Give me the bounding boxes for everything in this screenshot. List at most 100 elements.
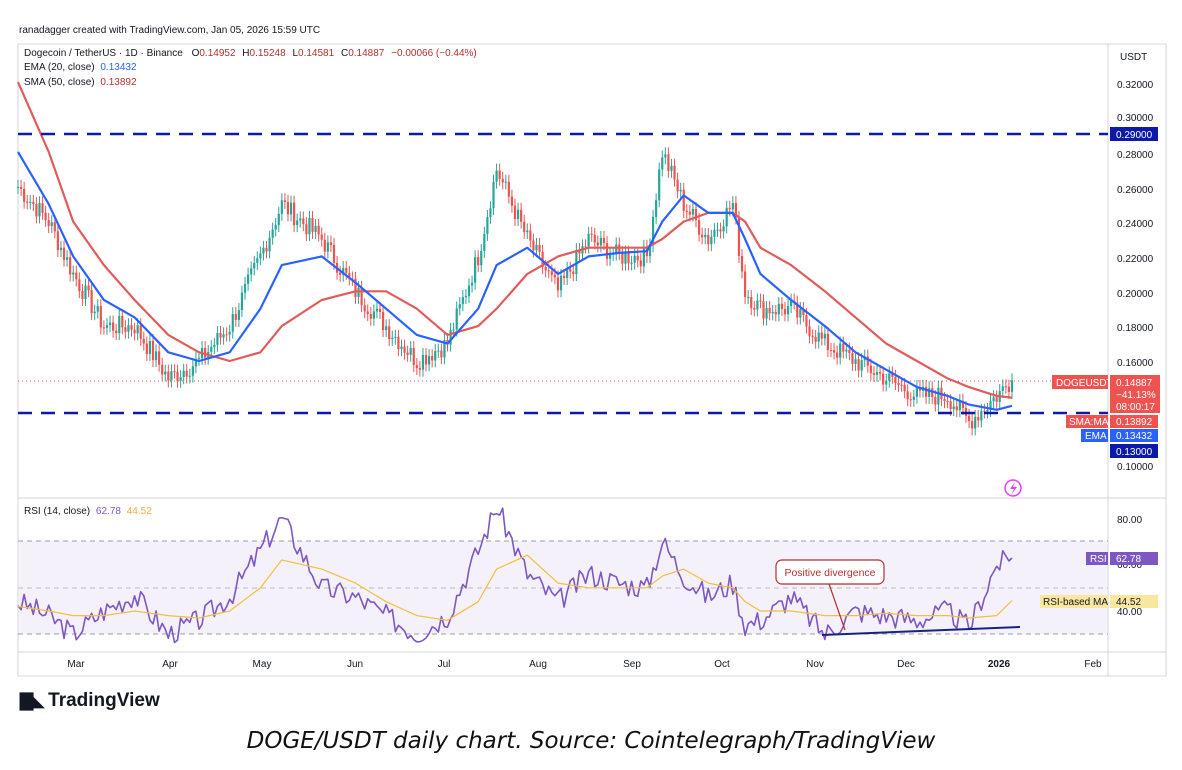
candle-body[interactable] [339, 272, 342, 275]
candle-body[interactable] [47, 219, 50, 227]
candle-body[interactable] [268, 237, 271, 252]
candle-body[interactable] [817, 332, 820, 342]
candle-body[interactable] [630, 262, 633, 264]
candle-body[interactable] [949, 401, 952, 409]
candle-body[interactable] [750, 297, 753, 309]
candle-body[interactable] [259, 253, 262, 259]
candle-body[interactable] [115, 330, 118, 334]
candle-body[interactable] [461, 297, 464, 305]
candle-body[interactable] [556, 277, 560, 291]
candle-body[interactable] [655, 200, 658, 217]
candle-body[interactable] [520, 209, 523, 222]
candle-body[interactable] [673, 165, 676, 180]
candle-body[interactable] [559, 275, 563, 291]
candle-body[interactable] [783, 308, 787, 315]
candle-body[interactable] [489, 208, 492, 217]
candle-body[interactable] [624, 252, 627, 264]
candle-body[interactable] [99, 306, 102, 328]
candle-body[interactable] [240, 292, 244, 311]
candle-body[interactable] [118, 315, 121, 334]
candle-body[interactable] [311, 218, 314, 232]
candle-body[interactable] [332, 244, 336, 263]
candle-body[interactable] [523, 221, 526, 233]
candle-body[interactable] [102, 327, 106, 329]
candle-body[interactable] [894, 376, 897, 384]
candle-body[interactable] [87, 285, 90, 291]
candle-body[interactable] [495, 170, 498, 182]
candle-body[interactable] [931, 388, 934, 398]
candle-body[interactable] [480, 250, 483, 266]
candle-body[interactable] [262, 247, 265, 254]
candle-body[interactable] [194, 358, 198, 367]
candle-body[interactable] [1010, 380, 1014, 393]
candle-body[interactable] [158, 351, 161, 365]
candle-body[interactable] [449, 329, 452, 345]
candle-body[interactable] [937, 387, 940, 405]
candle-body[interactable] [492, 181, 495, 209]
candle-body[interactable] [639, 260, 642, 267]
candle-body[interactable] [366, 311, 369, 314]
candle-body[interactable] [710, 236, 713, 245]
candle-body[interactable] [409, 347, 412, 355]
candle-body[interactable] [633, 255, 636, 263]
candle-body[interactable] [62, 247, 66, 260]
candle-body[interactable] [621, 253, 624, 264]
candle-body[interactable] [734, 203, 737, 218]
candle-body[interactable] [320, 234, 323, 240]
candle-body[interactable] [1004, 386, 1007, 388]
candle-body[interactable] [694, 208, 698, 221]
candle-body[interactable] [526, 230, 529, 233]
candle-body[interactable] [946, 401, 949, 403]
candle-body[interactable] [532, 240, 535, 251]
candle-body[interactable] [360, 287, 363, 306]
candle-body[interactable] [69, 257, 72, 275]
candle-body[interactable] [302, 218, 305, 225]
candle-body[interactable] [786, 306, 790, 315]
candle-body[interactable] [609, 253, 612, 259]
candle-body[interactable] [53, 222, 56, 232]
candle-body[interactable] [185, 370, 188, 377]
candle-body[interactable] [682, 189, 685, 211]
candle-body[interactable] [848, 349, 851, 354]
candle-body[interactable] [961, 400, 965, 408]
candle-body[interactable] [854, 359, 857, 364]
candle-body[interactable] [878, 372, 882, 374]
candle-body[interactable] [636, 255, 639, 261]
candle-body[interactable] [955, 406, 958, 411]
candle-body[interactable] [308, 218, 311, 235]
candle-body[interactable] [363, 305, 366, 312]
candle-body[interactable] [943, 399, 946, 402]
candle-body[interactable] [394, 336, 397, 338]
candle-body[interactable] [719, 229, 722, 232]
candle-body[interactable] [832, 350, 836, 353]
candle-body[interactable] [286, 201, 290, 215]
candle-body[interactable] [550, 271, 553, 275]
annotation-box[interactable] [775, 559, 885, 585]
candle-body[interactable] [590, 233, 593, 235]
candle-body[interactable] [599, 237, 603, 246]
candle-body[interactable] [369, 313, 372, 319]
candle-body[interactable] [891, 373, 894, 377]
candle-body[interactable] [470, 282, 474, 286]
candle-body[interactable] [903, 384, 906, 392]
candle-body[interactable] [906, 391, 909, 400]
candle-body[interactable] [934, 397, 937, 405]
candle-body[interactable] [231, 314, 234, 332]
candle-body[interactable] [808, 326, 811, 337]
candle-body[interactable] [81, 291, 84, 299]
candle-body[interactable] [575, 250, 578, 275]
candle-body[interactable] [872, 373, 876, 375]
candle-body[interactable] [72, 272, 75, 275]
candle-body[interactable] [701, 234, 704, 238]
candle-body[interactable] [256, 258, 259, 263]
candle-body[interactable] [747, 297, 750, 299]
candle-body[interactable] [507, 181, 510, 197]
candle-body[interactable] [41, 203, 44, 213]
candle-body[interactable] [464, 296, 468, 298]
candle-body[interactable] [995, 397, 998, 402]
candle-body[interactable] [771, 311, 774, 314]
candle-body[interactable] [1007, 386, 1011, 393]
candle-body[interactable] [299, 218, 302, 221]
candle-body[interactable] [38, 203, 41, 217]
candle-body[interactable] [213, 344, 216, 348]
